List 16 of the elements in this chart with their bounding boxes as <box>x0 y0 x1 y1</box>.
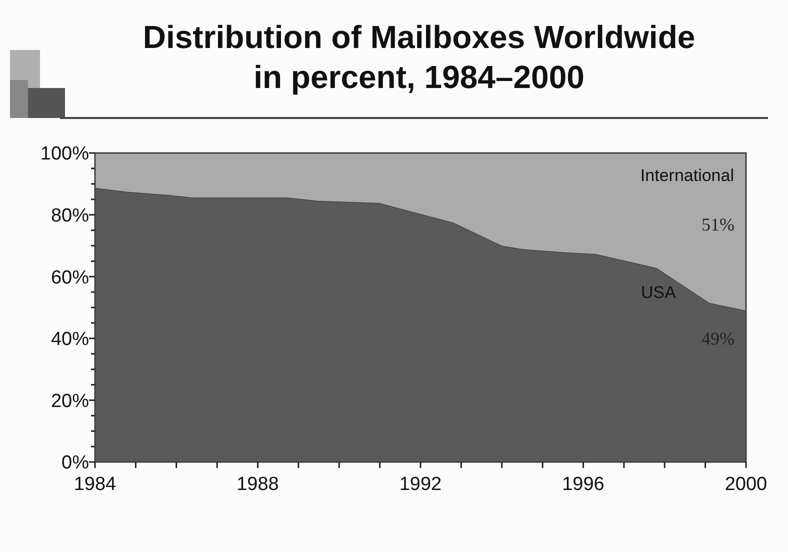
x-tick-label: 1984 <box>74 474 117 495</box>
y-tick-label: 100% <box>40 144 90 165</box>
chart-title: Distribution of Mailboxes Worldwide in percent, 1984–2000 <box>142 19 696 95</box>
series-label: International <box>640 166 734 185</box>
annotation: 49% <box>702 328 734 349</box>
x-tick-label: 1988 <box>236 474 279 495</box>
x-tick-label: 1992 <box>399 474 442 495</box>
y-tick-label: 60% <box>50 267 90 288</box>
x-tick-label: 1996 <box>562 474 604 495</box>
series-label: USA <box>641 283 677 302</box>
y-tick-label: 80% <box>50 205 90 226</box>
x-tick-label: 2000 <box>724 474 768 495</box>
y-tick-label: 40% <box>50 329 90 350</box>
y-tick-label: 0% <box>62 452 90 474</box>
annotation: 51% <box>702 214 734 234</box>
y-tick-label: 20% <box>50 390 90 412</box>
